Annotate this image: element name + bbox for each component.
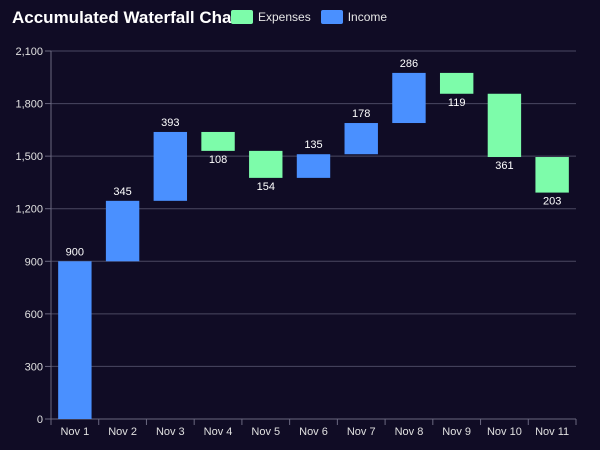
x-tick-label: Nov 5 [251, 426, 280, 438]
chart-title: Accumulated Waterfall Chart [12, 8, 244, 27]
data-label: 900 [66, 246, 84, 258]
x-tick-label: Nov 10 [487, 426, 522, 438]
bar-nov-8 [392, 72, 426, 124]
bar-nov-10 [487, 93, 522, 158]
y-tick-label: 1,500 [15, 151, 43, 163]
data-label: 361 [495, 160, 513, 172]
data-label: 203 [543, 196, 561, 208]
x-tick-label: Nov 6 [299, 426, 328, 438]
data-label: 154 [257, 181, 275, 193]
data-label: 119 [448, 97, 466, 109]
bar-nov-6 [296, 154, 331, 178]
legend-item-expenses[interactable]: Expenses [231, 10, 311, 24]
y-tick-label: 300 [25, 361, 43, 373]
legend: Expenses Income [231, 10, 397, 24]
data-label: 286 [400, 58, 418, 70]
bar-nov-1 [58, 261, 92, 419]
x-tick-label: Nov 11 [535, 426, 569, 438]
data-label: 108 [209, 154, 227, 166]
x-tick-label: Nov 9 [442, 426, 471, 438]
bar-nov-3 [153, 131, 188, 201]
legend-item-income[interactable]: Income [320, 10, 388, 24]
legend-label-expenses: Expenses [258, 10, 311, 24]
y-tick-label: 2,100 [15, 46, 43, 58]
bar-nov-4 [201, 131, 235, 151]
bar-nov-2 [105, 200, 140, 262]
x-tick-label: Nov 1 [60, 426, 89, 438]
y-tick-label: 900 [25, 256, 43, 268]
y-tick-label: 600 [25, 309, 43, 321]
legend-swatch-expenses [231, 10, 253, 24]
y-tick-label: 0 [37, 414, 43, 426]
bar-nov-9 [439, 72, 474, 94]
bar-nov-5 [249, 150, 283, 178]
x-tick-label: Nov 7 [347, 426, 376, 438]
data-label: 345 [113, 186, 131, 198]
bar-nov-11 [535, 157, 569, 193]
x-tick-label: Nov 8 [395, 426, 424, 438]
x-tick-label: Nov 4 [204, 426, 233, 438]
data-label: 393 [161, 117, 179, 129]
y-tick-label: 1,200 [15, 204, 43, 216]
y-tick-label: 1,800 [15, 99, 43, 111]
x-tick-label: Nov 3 [156, 426, 185, 438]
legend-label-income: Income [347, 10, 388, 24]
x-tick-label: Nov 2 [108, 426, 137, 438]
legend-swatch-income [320, 10, 343, 24]
bar-nov-7 [344, 123, 378, 155]
data-label: 135 [304, 139, 322, 151]
data-label: 178 [352, 108, 370, 120]
